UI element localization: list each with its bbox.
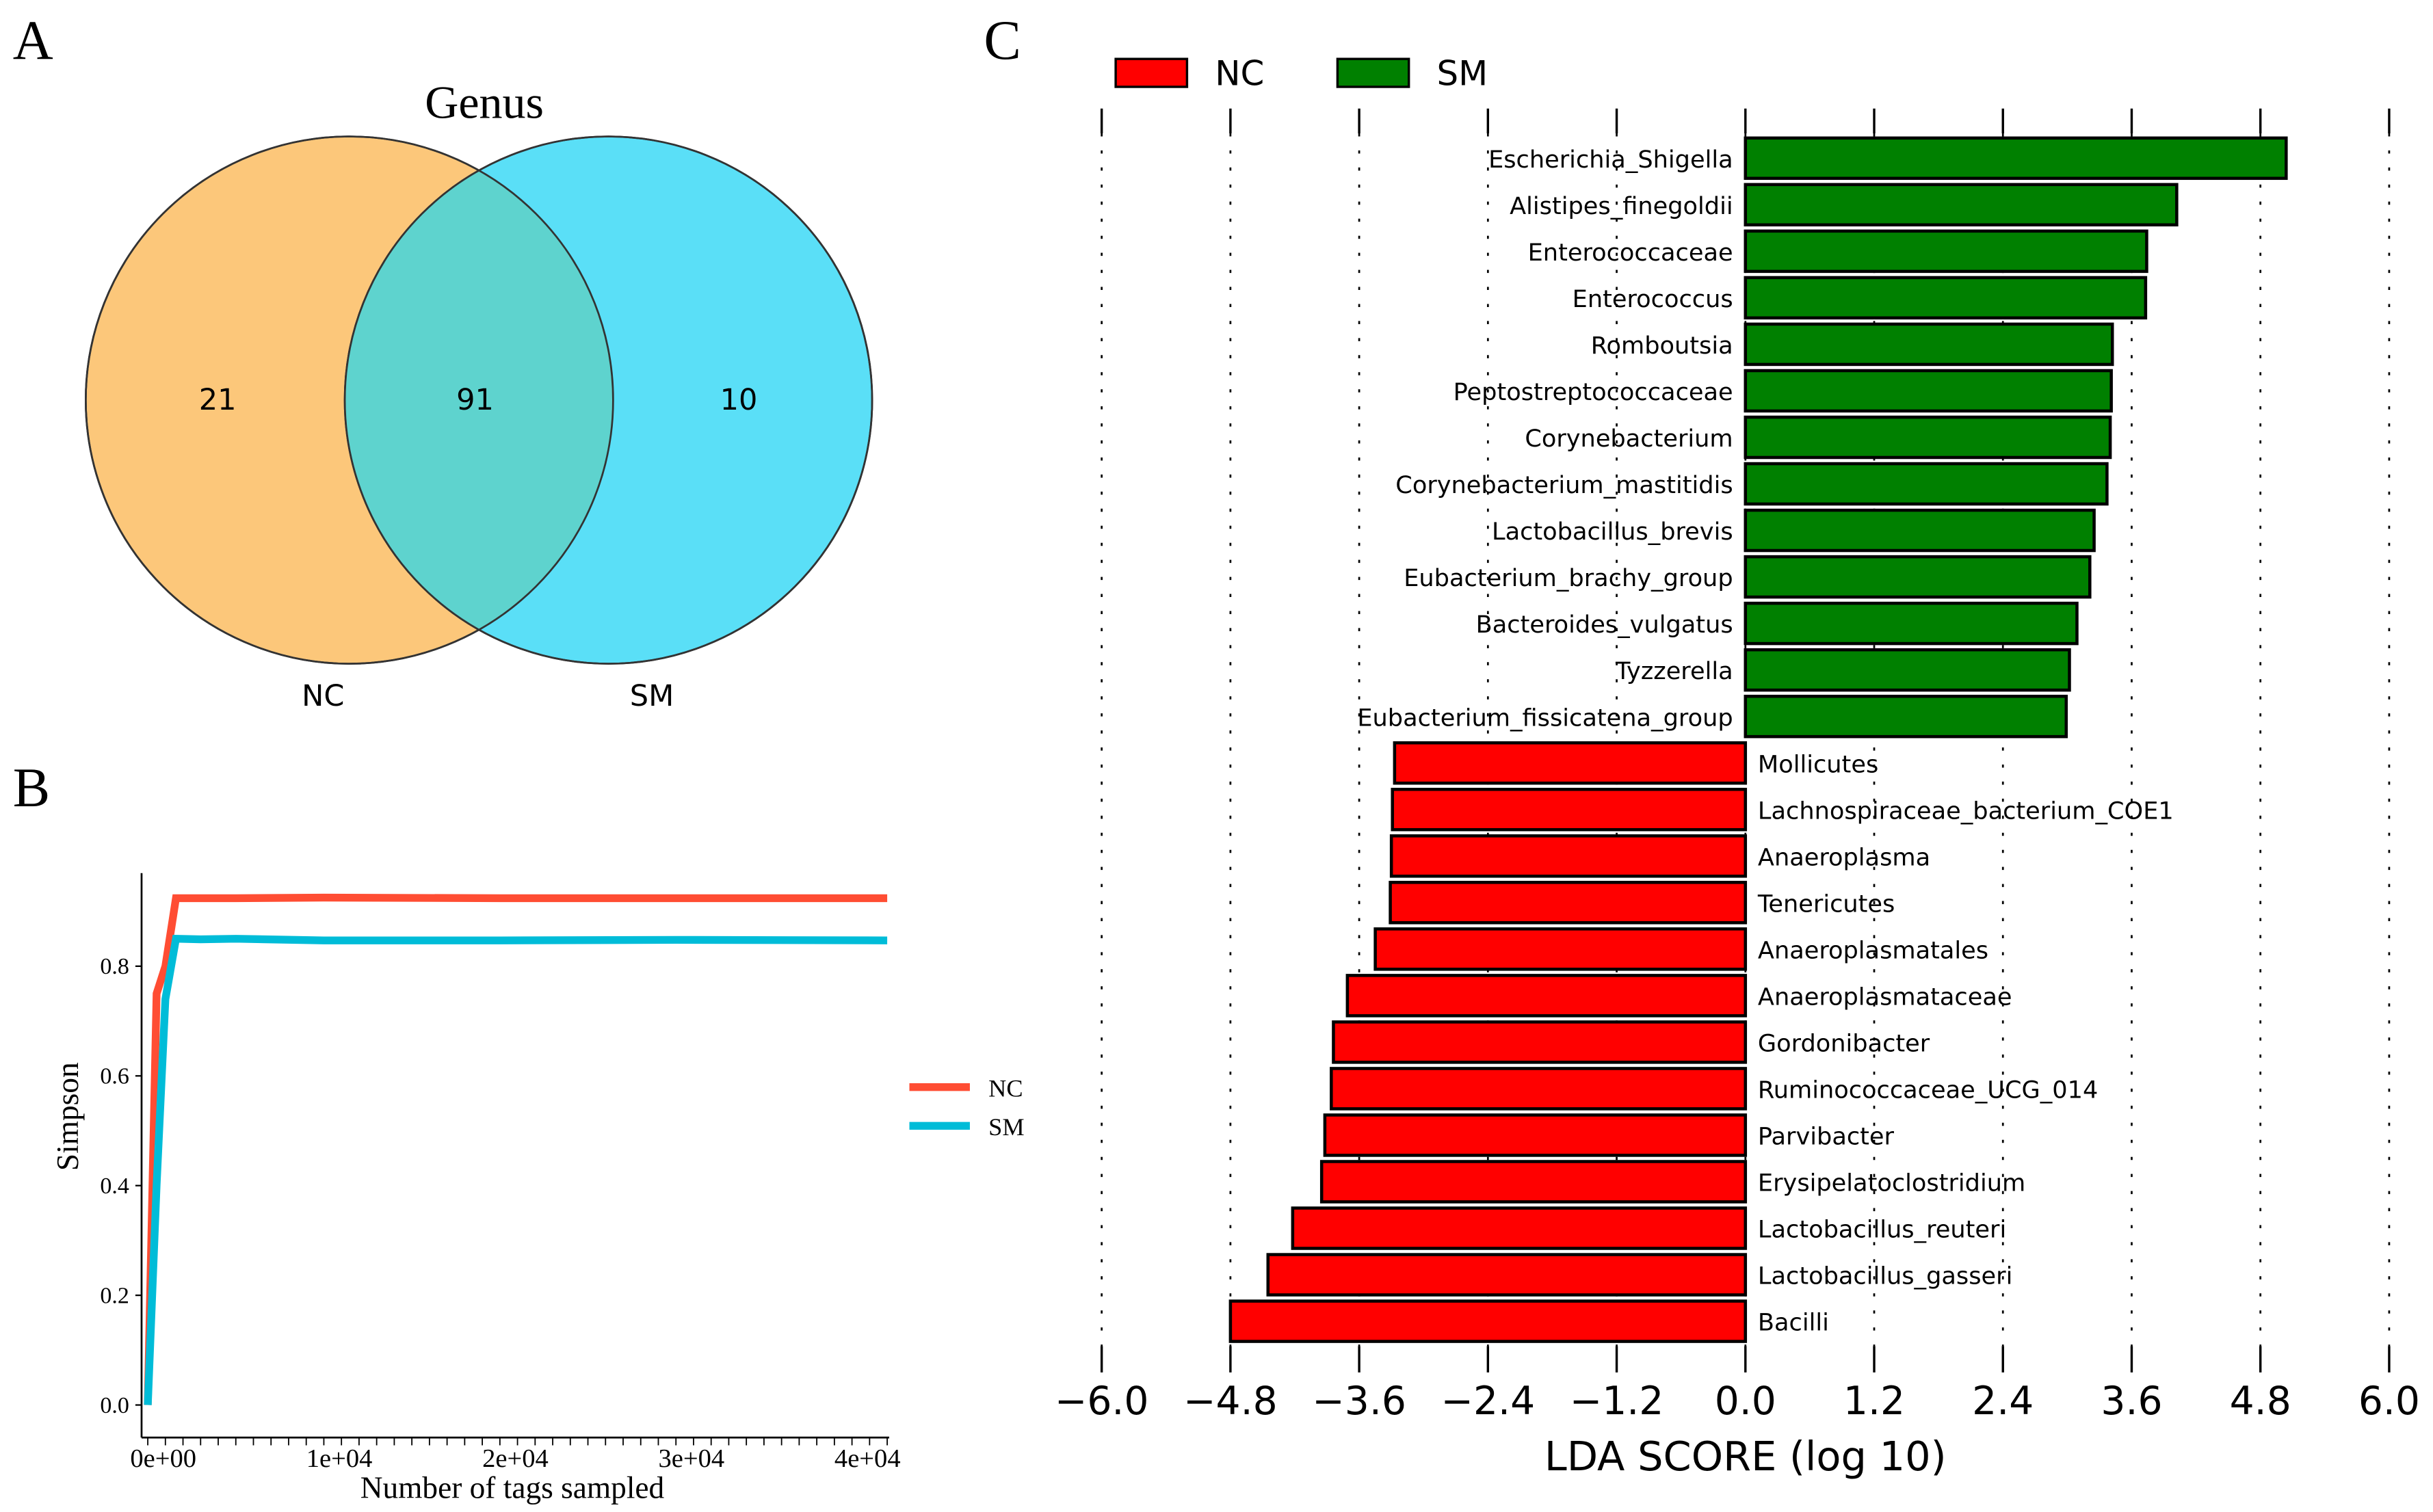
bar-sm bbox=[1744, 415, 2112, 460]
bar-sm bbox=[1744, 276, 2148, 320]
venn-diagram: Genus 21 91 10 NC SM bbox=[84, 76, 873, 713]
bar-label: Erysipelatoclostridium bbox=[1758, 1169, 2025, 1197]
x-tick-label: −1.2 bbox=[1570, 1379, 1664, 1424]
legend-label-sm: SM bbox=[1437, 54, 1488, 94]
series-line-nc bbox=[144, 893, 888, 1405]
bar-nc bbox=[1393, 741, 1748, 785]
bar-nc bbox=[1373, 927, 1748, 971]
bar-label: Ruminococcaceae_UCG_014 bbox=[1758, 1076, 2098, 1104]
bar-nc bbox=[1319, 1160, 1748, 1204]
panel-label-b: B bbox=[13, 756, 50, 819]
bar-label: Eubacterium_fissicatena_group bbox=[1357, 704, 1733, 732]
bar-label: Anaeroplasmataceae bbox=[1758, 983, 2012, 1011]
bar-label: Enterococcus bbox=[1573, 285, 1733, 313]
bar-nc bbox=[1389, 834, 1748, 878]
x-tick-label: 4e+04 bbox=[834, 1444, 901, 1473]
y-axis-label: Simpson bbox=[51, 1062, 85, 1171]
x-axis-label: LDA SCORE (log 10) bbox=[1544, 1433, 1947, 1480]
venn-label-nc: NC bbox=[302, 679, 344, 713]
x-tick-label: 0.0 bbox=[1715, 1379, 1776, 1424]
legend-label-nc: NC bbox=[1215, 54, 1264, 94]
bar-nc bbox=[1291, 1206, 1748, 1250]
bar-label: Lachnospiraceae_bacterium_COE1 bbox=[1758, 797, 2174, 825]
venn-overlap bbox=[345, 136, 614, 664]
bar-sm bbox=[1744, 229, 2148, 274]
x-tick-label: −6.0 bbox=[1055, 1379, 1149, 1424]
x-tick-label: 3e+04 bbox=[659, 1444, 725, 1473]
venn-count-sm: 10 bbox=[720, 383, 758, 417]
bar-label: Anaeroplasmatales bbox=[1758, 936, 1988, 964]
bar-nc bbox=[1266, 1253, 1748, 1297]
panel-label-c: C bbox=[984, 9, 1021, 71]
x-tick-label: 1e+04 bbox=[306, 1444, 373, 1473]
bar-label: Bacteroides_vulgatus bbox=[1476, 611, 1733, 639]
bar-sm bbox=[1744, 508, 2096, 553]
x-tick-label: −3.6 bbox=[1312, 1379, 1406, 1424]
bar-label: Bacilli bbox=[1758, 1309, 1829, 1337]
x-tick-label: 6.0 bbox=[2358, 1379, 2420, 1424]
bar-sm bbox=[1744, 601, 2079, 646]
venn-count-nc: 21 bbox=[199, 383, 237, 417]
bar-sm bbox=[1744, 462, 2109, 506]
bar-nc bbox=[1332, 1020, 1748, 1064]
bar-label: Tyzzerella bbox=[1615, 657, 1733, 685]
x-tick-label: 0e+00 bbox=[130, 1444, 196, 1473]
bar-sm bbox=[1744, 694, 2068, 739]
bar-label: Tenericutes bbox=[1757, 890, 1895, 918]
bar-label: Escherichia_Shigella bbox=[1488, 146, 1733, 174]
bar-nc bbox=[1330, 1067, 1748, 1111]
bar-nc bbox=[1391, 787, 1748, 832]
bar-label: Eubacterium_brachy_group bbox=[1404, 564, 1733, 592]
bar-label: Mollicutes bbox=[1758, 750, 1878, 778]
x-tick-label: 4.8 bbox=[2230, 1379, 2291, 1424]
x-tick-label: −4.8 bbox=[1183, 1379, 1278, 1424]
bar-label: Anaeroplasma bbox=[1758, 843, 1930, 871]
x-axis-label: Number of tags sampled bbox=[360, 1471, 665, 1505]
bar-label: Peptostreptococcaceae bbox=[1454, 378, 1733, 406]
simpson-line-chart: Simpson Number of tags sampled 0.0 0.2 0.4… bbox=[51, 873, 1025, 1505]
y-tick-label: 0.8 bbox=[100, 954, 129, 979]
bar-sm bbox=[1744, 322, 2114, 367]
y-tick-label: 0.4 bbox=[100, 1173, 129, 1199]
bar-sm bbox=[1744, 369, 2113, 413]
legend-label-sm: SM bbox=[988, 1113, 1024, 1141]
bar-label: Romboutsia bbox=[1591, 332, 1733, 360]
legend-swatch-sm bbox=[1336, 57, 1410, 88]
x-tick-label: −2.4 bbox=[1441, 1379, 1535, 1424]
lda-bar-chart: LDA SCORE (log 10) −6.0 −4.8 −3.6 −2.4 −1.2 0… bbox=[1055, 54, 2420, 1480]
bar-nc bbox=[1345, 974, 1748, 1018]
bar-label: Gordonibacter bbox=[1758, 1029, 1930, 1057]
x-tick-label: 1.2 bbox=[1843, 1379, 1905, 1424]
bar-label: Parvibacter bbox=[1758, 1123, 1895, 1151]
legend-label-nc: NC bbox=[988, 1074, 1023, 1102]
bar-nc bbox=[1323, 1113, 1748, 1157]
venn-label-sm: SM bbox=[630, 679, 674, 713]
x-tick-label: 2.4 bbox=[1972, 1379, 2034, 1424]
bar-label: Lactobacillus_gasseri bbox=[1758, 1262, 2012, 1290]
venn-title: Genus bbox=[425, 76, 544, 128]
bar-sm bbox=[1744, 136, 2288, 181]
bar-label: Corynebacterium_mastitidis bbox=[1395, 471, 1733, 499]
series-line-sm bbox=[144, 934, 888, 1405]
bar-label: Lactobacillus_brevis bbox=[1492, 518, 1733, 546]
y-tick-label: 0.6 bbox=[100, 1064, 129, 1089]
legend-swatch-nc bbox=[1114, 57, 1189, 88]
bar-nc bbox=[1389, 881, 1748, 925]
panel-label-a: A bbox=[13, 9, 53, 71]
x-tick-label: 3.6 bbox=[2101, 1379, 2162, 1424]
bar-label: Alistipes_finegoldii bbox=[1510, 192, 1733, 220]
bar-sm bbox=[1744, 555, 2092, 599]
y-tick-label: 0.2 bbox=[100, 1283, 129, 1308]
bar-label: Enterococcaceae bbox=[1528, 239, 1733, 267]
bar-label: Lactobacillus_reuteri bbox=[1758, 1216, 2006, 1244]
bar-label: Corynebacterium bbox=[1525, 425, 1733, 453]
y-tick-label: 0.0 bbox=[100, 1393, 129, 1418]
bar-sm bbox=[1744, 648, 2071, 692]
bar-sm bbox=[1744, 183, 2179, 227]
x-tick-label: 2e+04 bbox=[482, 1444, 549, 1473]
bar-nc bbox=[1228, 1299, 1748, 1343]
venn-count-shared: 91 bbox=[456, 383, 494, 417]
